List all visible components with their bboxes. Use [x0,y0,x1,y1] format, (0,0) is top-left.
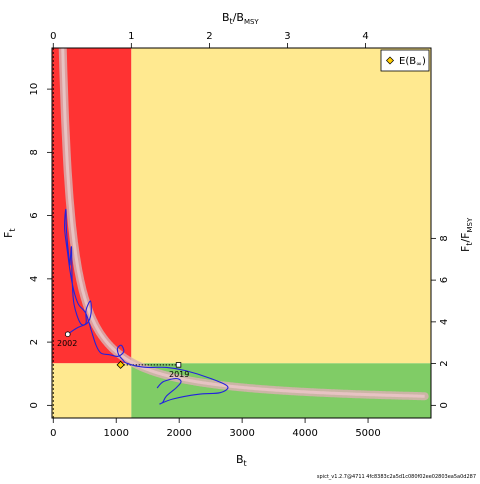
trajectory [64,208,229,405]
equilibrium-line [61,48,425,398]
x-axis-title: Bt [236,453,247,468]
x-tick-label: 0 [50,428,56,439]
x-axis-title-sub: t [244,459,247,468]
left-axis: 0 2 4 6 8 10 [29,83,52,409]
right-axis: 0 2 4 6 8 [431,235,450,409]
plot-frame [51,47,432,419]
zones [52,48,431,418]
x2-axis-title-sub2: MSY [244,18,259,26]
y2-axis-title-sub: t [465,243,474,246]
y-axis-title: Ft [2,229,17,238]
y2-axis-title-sub2: MSY [466,217,474,232]
y2-tick-label: 4 [439,319,450,325]
y2-axis-title-main: F [459,246,472,252]
legend-label-end: ) [422,56,426,67]
end-point [175,362,182,368]
msy-point [116,360,125,369]
y-axis-title-sub: t [8,229,17,232]
y2-tick-label: 8 [439,235,450,241]
y-tick-label: 0 [29,402,40,408]
footer-text: spict_v1.2.7@4711 4fc8383c2a5d1c080f02ee… [317,474,476,480]
x2-tick-label: 0 [50,31,56,42]
x-tick-label: 3000 [229,428,254,439]
year-label-end: 2019 [169,370,189,379]
x2-tick-label: 4 [362,31,368,42]
x-tick-label: 5000 [355,428,380,439]
x2-axis-title-mid: /B [233,11,244,24]
bottom-axis: 0 1000 2000 3000 4000 5000 [50,418,381,439]
y-tick-label: 6 [29,212,40,218]
x2-tick-label: 3 [284,31,290,42]
y-tick-label: 2 [29,339,40,345]
points [64,331,182,369]
legend-label-sub: ∞ [416,60,422,68]
start-point [64,331,71,337]
x-tick-label: 1000 [103,428,128,439]
legend-label: E(B∞) [399,56,426,68]
legend-box [380,49,430,72]
year-label-start: 2002 [57,339,77,348]
x2-axis-title: Bt/BMSY [222,11,259,26]
legend-label-main: E(B [399,56,416,67]
x-tick-label: 2000 [166,428,191,439]
y2-tick-label: 6 [439,277,450,283]
zone-yellow-bottom [52,363,132,418]
y2-axis-title: Ft/FMSY [459,217,474,252]
equilibrium-curve [58,48,429,401]
x-axis-title-main: B [236,453,244,466]
trajectory-line [64,208,229,405]
y2-axis-title-mid: /F [459,232,472,242]
y-tick-label: 4 [29,276,40,282]
y-tick-label: 10 [29,83,40,96]
y-axis-title-main: F [2,232,15,238]
x2-tick-label: 1 [128,31,134,42]
top-axis: 0 1 2 3 4 [50,31,369,48]
x2-axis-title-main: B [222,11,230,24]
y2-tick-label: 2 [439,360,450,366]
x2-tick-label: 2 [206,31,212,42]
y-tick-label: 8 [29,149,40,155]
x-tick-label: 4000 [292,428,317,439]
legend: E(B∞) [380,49,430,72]
legend-marker-icon [386,56,394,65]
y2-tick-label: 0 [439,402,450,408]
x2-axis-title-sub: t [230,17,233,26]
zone-yellow-top [131,48,431,364]
